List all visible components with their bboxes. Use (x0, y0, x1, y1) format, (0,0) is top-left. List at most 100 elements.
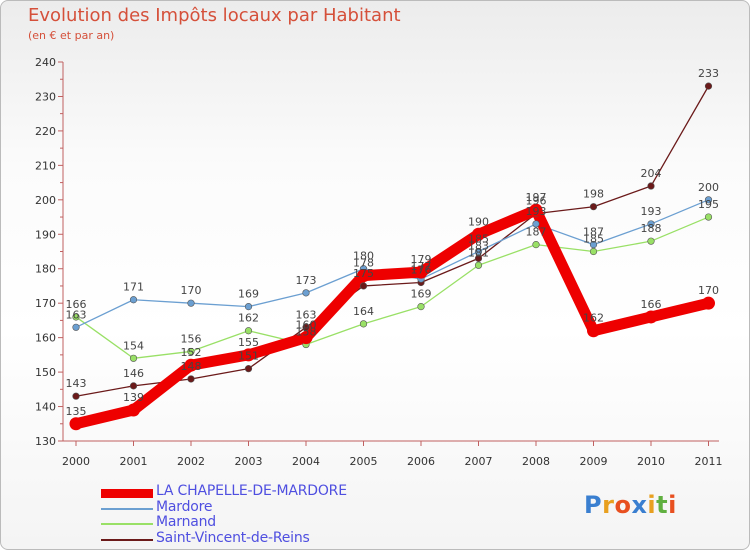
x-tick-label: 2003 (235, 455, 263, 468)
logo-letter: x (631, 491, 648, 519)
data-point (129, 382, 138, 390)
series-line (75, 216, 710, 359)
data-point (532, 241, 540, 249)
data-point (127, 403, 140, 417)
data-point (69, 417, 83, 431)
x-tick-label: 2011 (695, 455, 723, 468)
data-label: 164 (353, 305, 374, 318)
data-label: 193 (526, 205, 547, 218)
y-tick-label: 170 (35, 297, 56, 310)
legend-swatch (101, 523, 153, 525)
data-point (72, 323, 80, 331)
data-label: 169 (411, 288, 432, 301)
data-point (589, 247, 598, 256)
data-point (129, 354, 138, 362)
data-point (474, 247, 483, 256)
y-tick-label: 220 (35, 125, 56, 138)
logo-letter: t (656, 491, 669, 519)
data-label: 139 (123, 391, 144, 404)
logo-letter: i (668, 491, 677, 519)
data-point (702, 296, 715, 310)
data-point (647, 237, 655, 245)
x-tick-label: 2004 (292, 455, 320, 468)
data-point (72, 392, 80, 400)
data-label: 193 (641, 205, 662, 218)
data-label: 200 (698, 181, 719, 194)
y-tick-label: 150 (35, 366, 56, 379)
data-label: 155 (238, 336, 259, 349)
chart-title: Evolution des Impôts locaux par Habitant (28, 5, 401, 26)
x-tick-label: 2010 (637, 455, 665, 468)
y-tick-label: 130 (35, 435, 56, 448)
logo-letter: i (647, 491, 657, 519)
data-point (187, 347, 195, 356)
data-point (187, 375, 195, 383)
data-label: 135 (66, 405, 87, 418)
y-tick-label: 180 (35, 263, 56, 276)
data-label: 233 (698, 67, 719, 80)
x-tick-label: 2007 (465, 455, 493, 468)
data-point (244, 303, 253, 311)
legend-swatch (101, 507, 153, 510)
data-label: 173 (296, 274, 317, 287)
data-point (242, 348, 255, 362)
data-point (244, 327, 253, 335)
logo-letter: P (584, 491, 603, 519)
legend-swatch (101, 538, 153, 541)
data-point (589, 203, 598, 211)
logo-letter: r (602, 491, 615, 519)
data-point (72, 313, 80, 321)
data-label: 171 (123, 281, 144, 294)
data-label: 146 (123, 367, 144, 380)
data-label: 187 (583, 226, 604, 239)
y-tick-label: 210 (35, 159, 56, 172)
legend-label: LA CHAPELLE-DE-MARDORE (156, 483, 347, 499)
data-label: 188 (641, 222, 662, 235)
data-label: 170 (181, 284, 202, 297)
data-point (357, 269, 370, 283)
x-tick-label: 2002 (177, 455, 205, 468)
data-label: 204 (641, 167, 662, 180)
y-tick-label: 230 (35, 90, 56, 103)
data-label: 163 (66, 308, 87, 321)
data-label: 177 (411, 260, 432, 273)
data-point (472, 227, 485, 241)
x-tick-label: 2009 (580, 455, 608, 468)
data-point (302, 323, 310, 331)
data-label: 152 (181, 346, 202, 359)
y-tick-label: 160 (35, 332, 56, 345)
data-label: 169 (238, 288, 259, 301)
data-label: 181 (468, 246, 489, 259)
data-label: 180 (353, 250, 374, 263)
data-label: 151 (238, 350, 259, 363)
data-label: 163 (296, 308, 317, 321)
series-line-la-chapelle-de-mardore (70, 204, 714, 430)
y-tick-label: 140 (35, 401, 56, 414)
data-point (359, 282, 368, 290)
data-label: 176 (411, 264, 432, 277)
data-point (129, 296, 138, 304)
proxiti-logo: Proxiti (584, 491, 677, 519)
data-point (359, 320, 368, 328)
data-label: 197 (526, 191, 547, 204)
data-point (644, 310, 658, 324)
chart-subtitle: (en € et par an) (28, 29, 115, 42)
data-label: 156 (181, 332, 202, 345)
data-label: 160 (296, 319, 317, 332)
data-label: 187 (526, 226, 547, 239)
x-tick-label: 2001 (120, 455, 148, 468)
data-label: 175 (353, 267, 374, 280)
data-label: 185 (468, 233, 489, 246)
data-point (704, 82, 713, 90)
data-point (647, 182, 655, 190)
data-point (302, 289, 310, 297)
data-label: 183 (468, 239, 489, 252)
data-label: 198 (583, 188, 604, 201)
data-point (299, 331, 313, 345)
data-label: 166 (641, 298, 662, 311)
data-point (589, 241, 598, 249)
series-line (75, 199, 710, 328)
x-tick-label: 2005 (350, 455, 378, 468)
